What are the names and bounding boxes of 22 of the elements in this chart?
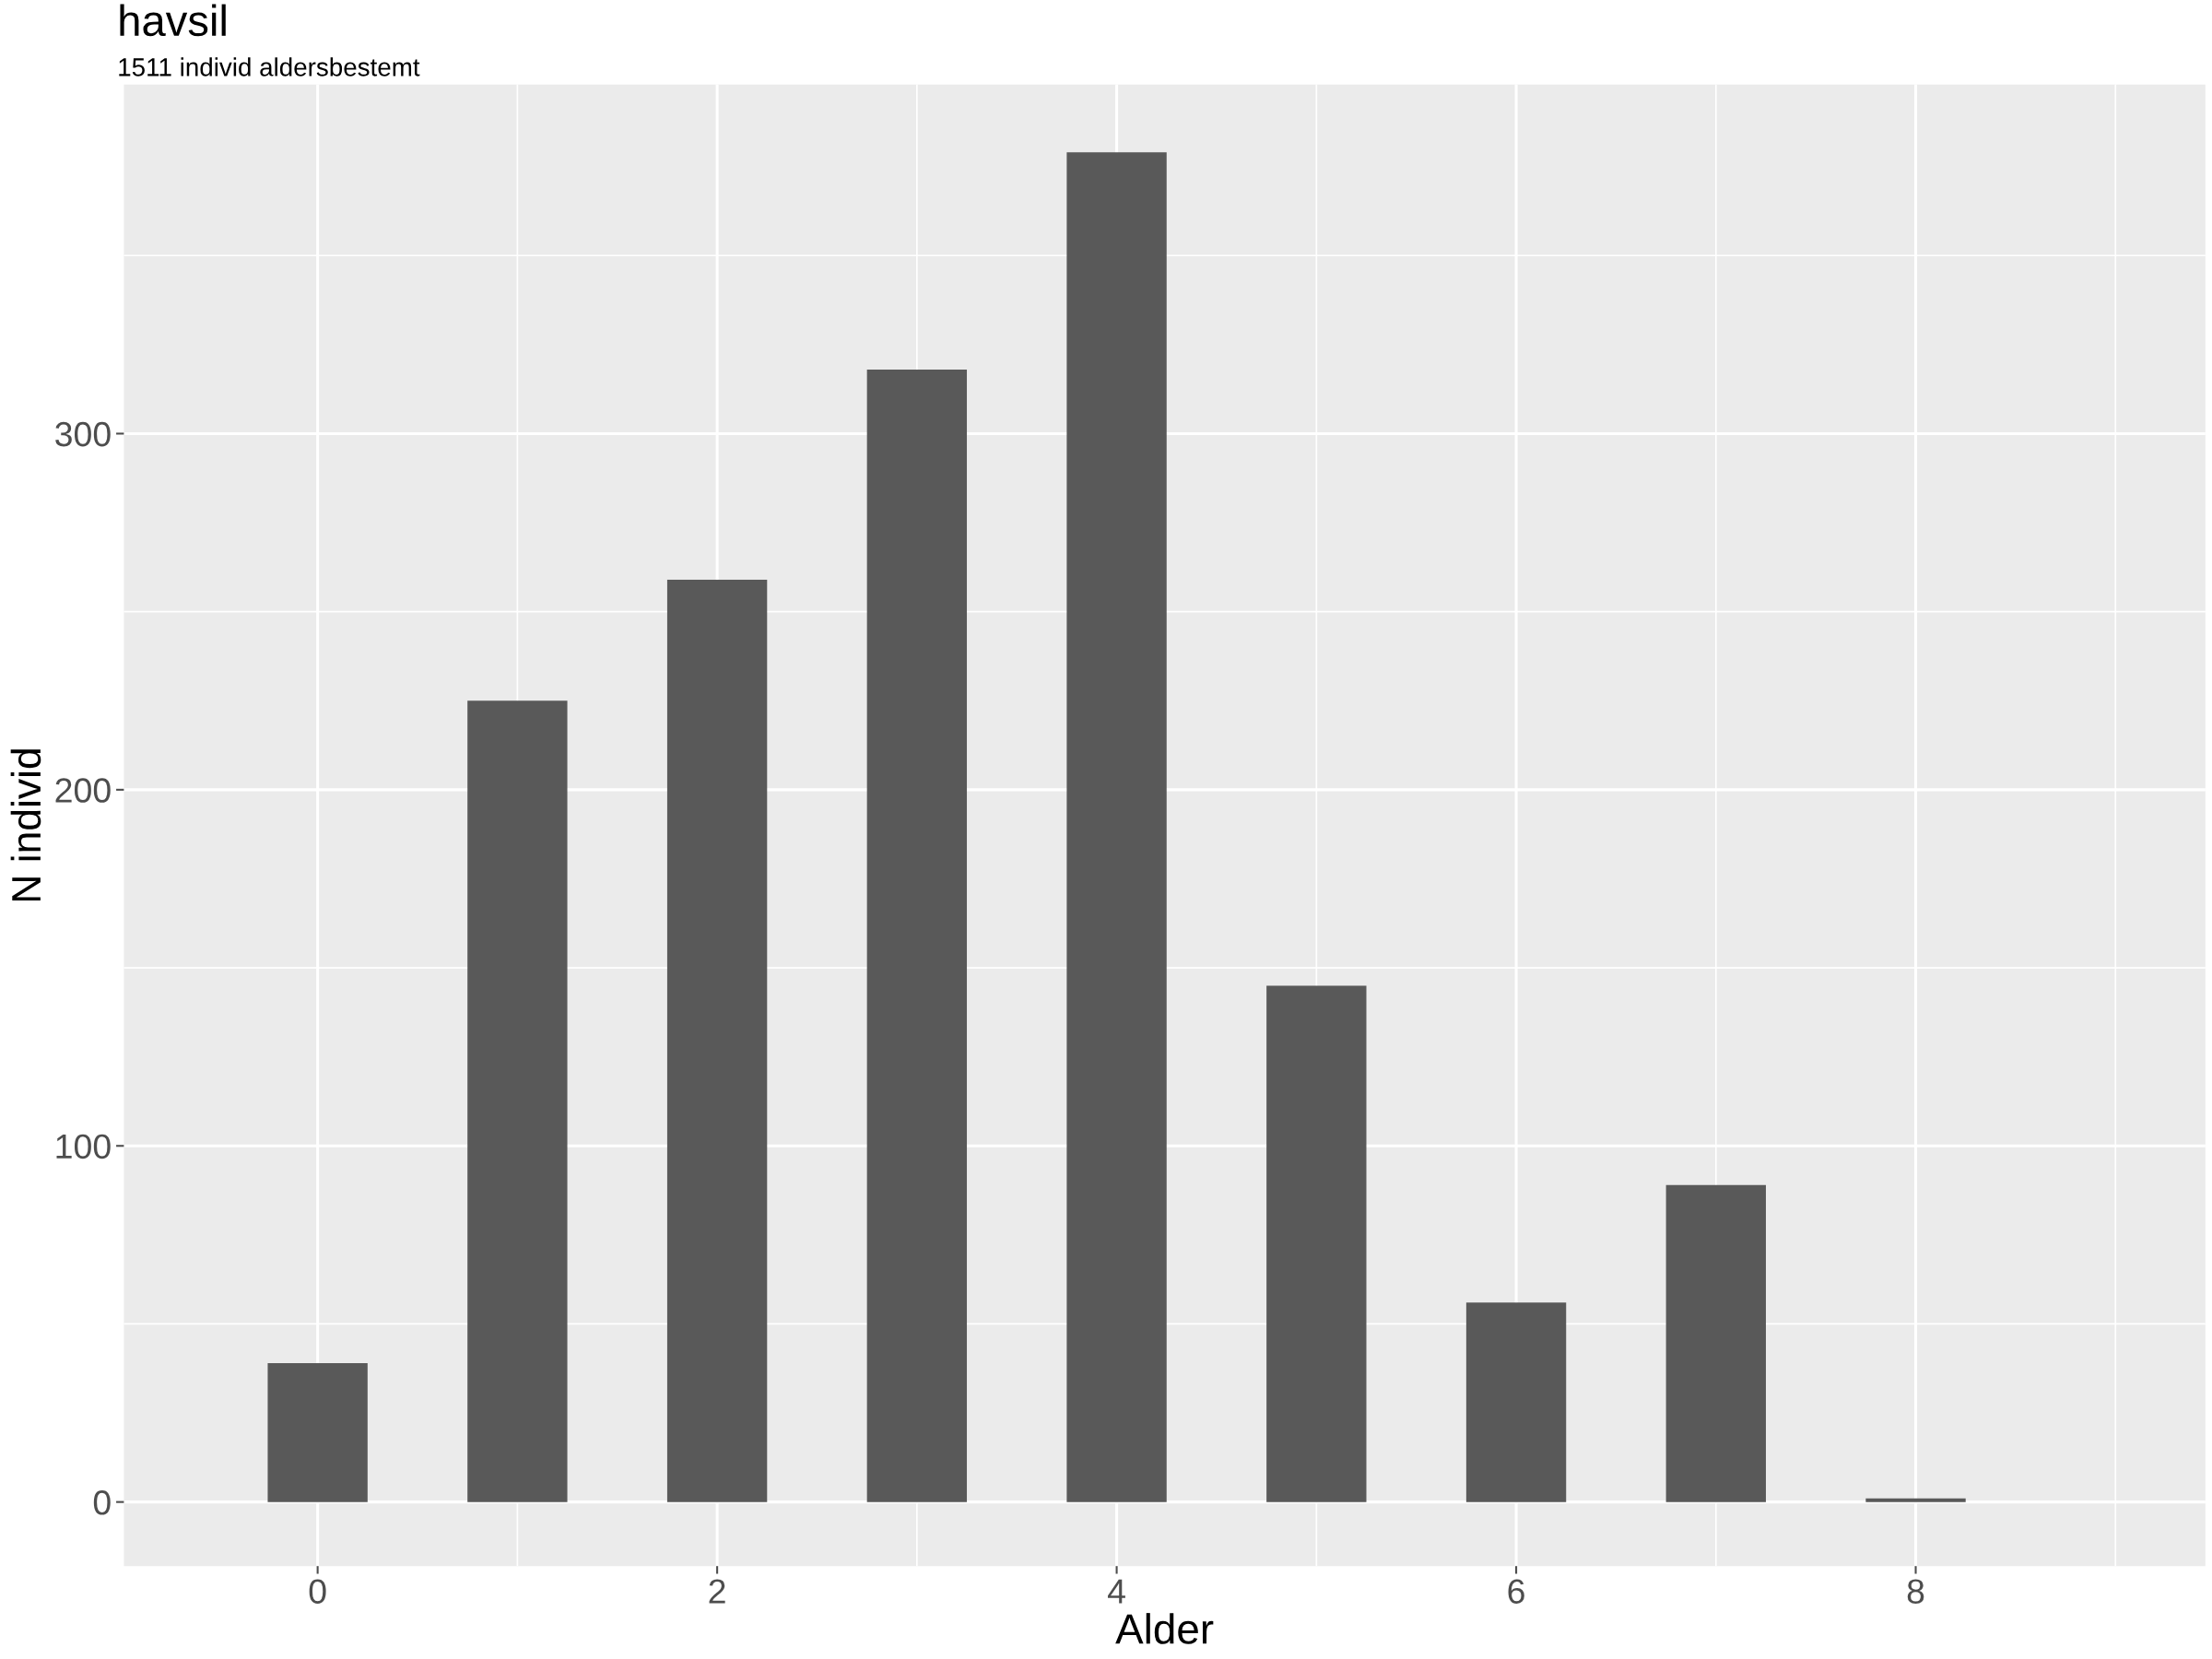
y-tick-label: 100 [56,1134,111,1159]
y-axis-title: N individ [10,749,41,901]
x-tick-label: 8 [1907,1579,1924,1604]
bar [1465,1302,1567,1502]
bar [467,700,568,1502]
bar [1266,985,1367,1502]
bar [1865,1498,1966,1502]
bar [666,579,768,1502]
chart-title: havsil [120,4,226,37]
x-tick-label: 0 [309,1579,326,1604]
bar [267,1362,368,1502]
chart-subtitle: 1511 individ aldersbestemt [119,57,420,76]
bar [1665,1184,1766,1502]
y-tick-label: 300 [55,421,111,447]
x-tick-label: 4 [1108,1579,1125,1604]
y-tick-label: 200 [55,778,111,803]
x-axis-title: Alder [1115,1613,1214,1644]
x-tick-label: 2 [709,1579,725,1604]
y-tick-label: 0 [93,1490,111,1515]
bar [866,369,968,1502]
bar [1066,152,1167,1502]
x-tick-label: 6 [1508,1579,1524,1604]
